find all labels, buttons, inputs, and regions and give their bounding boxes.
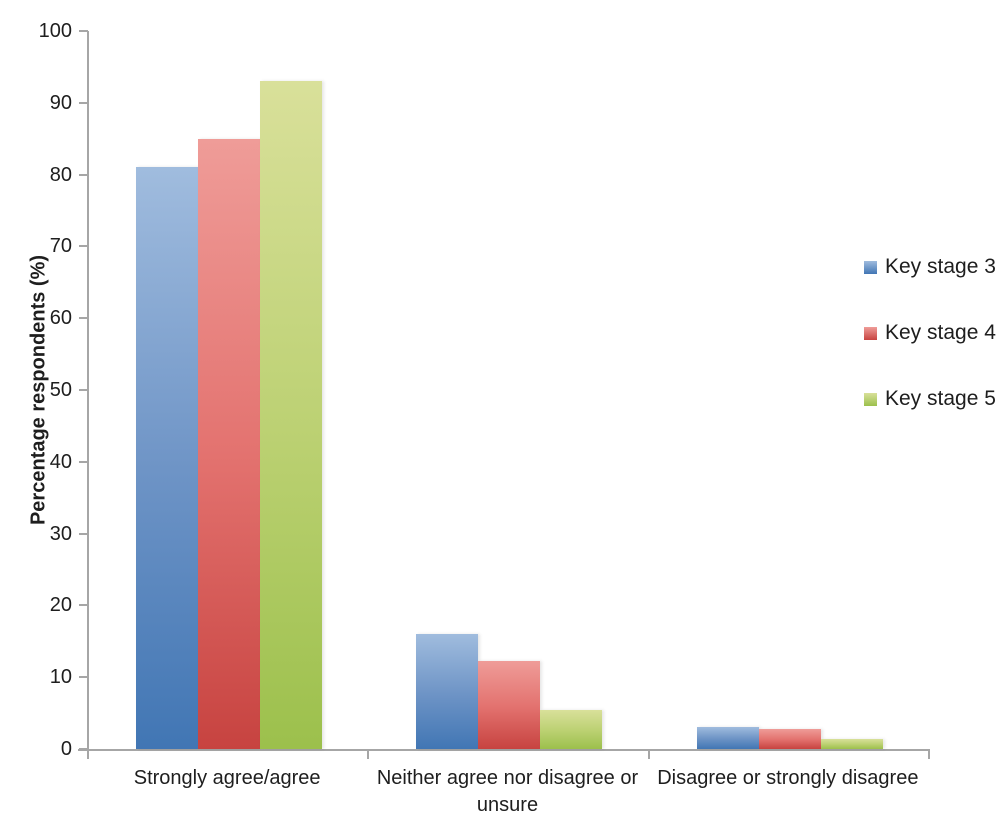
y-axis-tick-label: 60: [49, 307, 72, 330]
y-axis-tick-mark: [79, 389, 88, 391]
x-axis-tick-mark: [87, 751, 89, 759]
y-axis-tick-mark: [79, 748, 88, 750]
legend-item-key-stage-4: Key stage 4: [864, 321, 996, 344]
bar-key-stage-3-category-1: [136, 167, 199, 749]
x-axis-category-label: Neither agree nor disagree or unsure: [376, 767, 639, 816]
legend-swatch-icon: [864, 326, 877, 340]
y-axis-tick-label: 30: [49, 522, 72, 545]
y-axis-tick-label: 40: [49, 450, 72, 473]
bar-key-stage-4-category-3: [758, 728, 821, 749]
bar-group-3: [650, 31, 930, 749]
y-axis-tick-mark: [79, 676, 88, 679]
bar-key-stage-4-category-1: [198, 138, 261, 749]
bar-key-stage-5-category-2: [540, 710, 603, 749]
x-axis-tick-mark: [928, 751, 930, 759]
x-axis-category-label: Strongly agree/agree: [133, 767, 321, 789]
y-axis-tick-mark: [79, 173, 88, 176]
plot-area: [87, 31, 930, 751]
y-axis-tick-mark: [79, 532, 88, 535]
legend-item-key-stage-5: Key stage 5: [864, 387, 996, 410]
y-axis-tick-mark: [79, 101, 88, 104]
bar-key-stage-5-category-3: [820, 738, 883, 749]
y-axis-tick-mark: [79, 317, 88, 320]
x-axis-tick-mark: [647, 751, 650, 759]
x-axis-tick-mark: [367, 751, 370, 759]
legend-swatch-icon: [864, 392, 877, 406]
y-axis-tick-label: 50: [49, 379, 72, 401]
legend-label: Key stage 4: [885, 321, 996, 344]
x-axis-category-label: Disagree or strongly disagree: [657, 767, 919, 789]
y-axis-tick-mark: [79, 245, 88, 248]
y-axis-tick-label: 70: [49, 235, 72, 258]
legend-item-key-stage-3: Key stage 3: [864, 255, 996, 278]
y-axis-tick-label: 90: [49, 91, 72, 114]
bar-key-stage-4-category-2: [478, 660, 541, 749]
legend: Key stage 3 Key stage 4 Key stage 5: [864, 255, 996, 454]
y-axis-tick-label: 0: [60, 738, 72, 760]
y-axis-tick-mark: [79, 604, 88, 607]
x-axis-line-extension: [78, 749, 88, 751]
bar-group-1: [89, 31, 369, 749]
y-axis-tick-mark: [79, 30, 88, 32]
legend-swatch-icon: [864, 260, 877, 274]
y-axis-tick-label: 20: [49, 594, 72, 617]
legend-label: Key stage 3: [885, 255, 996, 278]
y-axis-tick-label: 100: [38, 20, 72, 42]
bar-key-stage-3-category-2: [416, 634, 479, 749]
y-axis-tick-mark: [79, 460, 88, 463]
bar-key-stage-3-category-3: [696, 727, 759, 749]
y-axis-tick-label: 10: [49, 666, 72, 689]
legend-label: Key stage 5: [885, 387, 996, 410]
bar-key-stage-5-category-1: [260, 81, 323, 749]
bar-group-2: [369, 31, 649, 749]
y-axis-tick-label: 80: [49, 163, 72, 186]
